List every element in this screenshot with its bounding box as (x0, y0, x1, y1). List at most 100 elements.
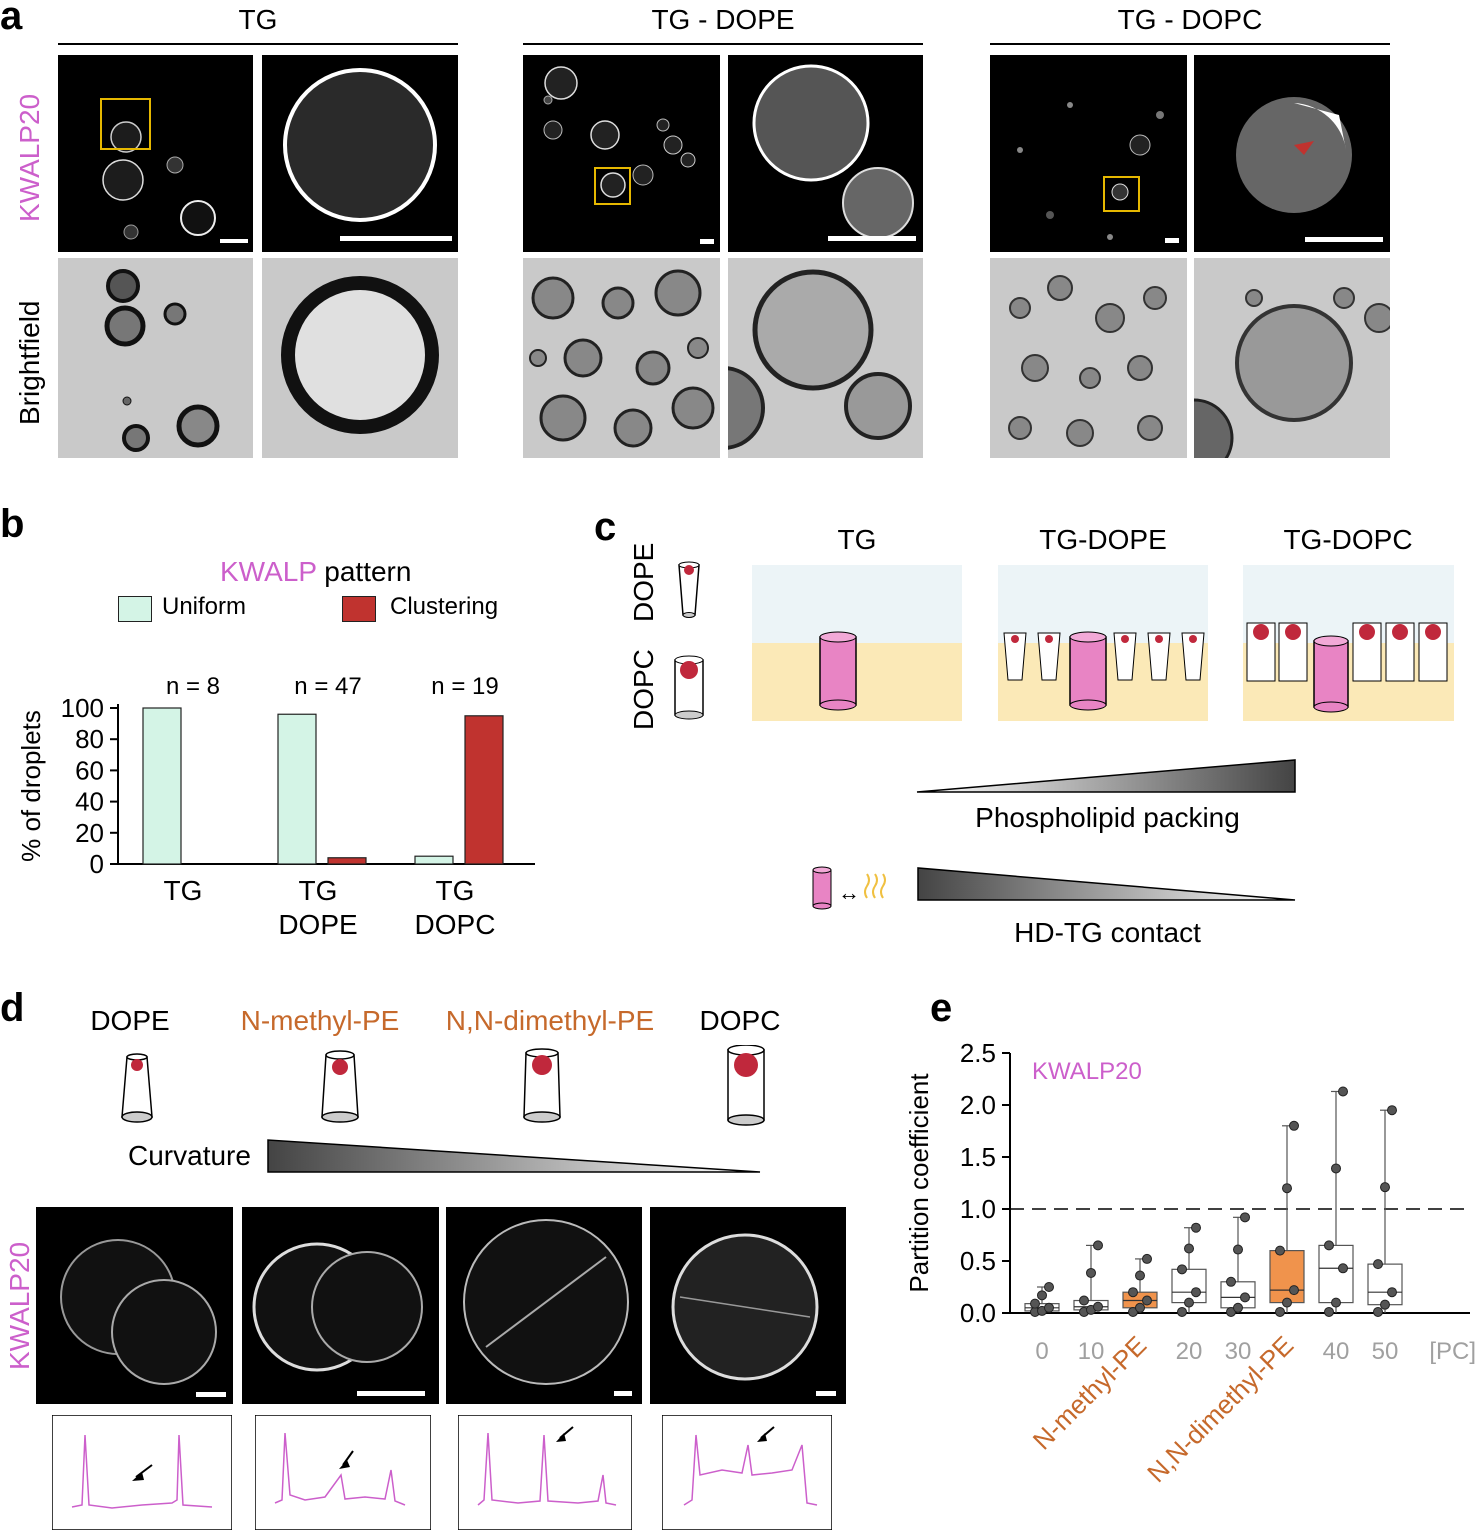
data-point (1282, 1183, 1292, 1194)
legend-label-clustering: Clustering (390, 593, 499, 620)
gradient-label-packing: Phospholipid packing (975, 802, 1240, 833)
chart-title-rest: pattern (324, 556, 412, 587)
bar-uniform (142, 707, 182, 865)
data-point (1233, 1302, 1243, 1313)
y-tick-label: 1.0 (960, 1194, 996, 1224)
dopc-lipid-icon (674, 655, 704, 720)
gradient-label-contact: HD-TG contact (1014, 917, 1201, 948)
y-tick-label: 60 (75, 755, 104, 785)
data-point (1240, 1292, 1250, 1303)
y-tick-label: 2.0 (960, 1090, 996, 1120)
bar-clustering (464, 715, 504, 865)
box (1318, 1244, 1354, 1304)
arrow-symbol: ↔ (838, 880, 860, 905)
panel-label-a: a (0, 0, 23, 38)
micrograph-tg-dopc-fluorescence (990, 55, 1187, 252)
y-tick-label: 0 (90, 849, 104, 879)
micrograph-tg-dope-zoom (728, 55, 923, 252)
intensity-profile-n-methyl-pe (255, 1415, 431, 1530)
hd-tg-contact-icon (812, 866, 886, 910)
x-tick-label: 50 (1372, 1338, 1399, 1365)
data-point (1142, 1253, 1152, 1264)
micrograph-tg-dope-fluorescence (523, 55, 720, 252)
micrograph-dopc-d (650, 1207, 846, 1404)
data-point (1177, 1306, 1187, 1317)
dopc-shape-icon (727, 1045, 765, 1126)
y-tick-label: 80 (75, 724, 104, 754)
micrograph-tg-fluorescence (58, 55, 253, 252)
dope-lipid-icon (678, 561, 700, 618)
nn-dimethyl-pe-shape-icon (523, 1048, 561, 1123)
data-point (1135, 1270, 1145, 1281)
box-chart: 0.0 0.5 1.0 1.5 2.0 2.5 Partition coefficient K… (904, 1038, 1476, 1488)
y-tick-label: 0.0 (960, 1298, 996, 1328)
schematic-tg-dope (998, 565, 1208, 721)
data-point (1233, 1244, 1243, 1255)
micrograph-tg-zoom (262, 55, 458, 252)
data-point (1037, 1290, 1047, 1301)
data-point (1373, 1259, 1383, 1270)
y-axis-label: Partition coefficient (904, 1073, 934, 1293)
lipid-shape-icons (121, 1045, 765, 1126)
bar-uniform (277, 713, 317, 865)
brightfield-tg-zoom (262, 258, 458, 458)
n-label: n = 19 (431, 673, 498, 700)
x-tick-label: 10 (1078, 1338, 1105, 1365)
x-tick-label: 30 (1225, 1338, 1252, 1365)
row-label-kwalp20-d: KWALP20 (4, 1241, 35, 1370)
y-tick-label: 2.5 (960, 1038, 996, 1068)
n-label: n = 8 (166, 673, 220, 700)
data-point (1275, 1306, 1285, 1317)
condition-title-tg: TG (238, 4, 278, 35)
micrograph-n-methyl-pe (242, 1207, 439, 1404)
brightfield-tg-dopc-zoom (1194, 258, 1390, 458)
row-label-brightfield: Brightfield (14, 300, 45, 425)
x-tick-label: 0 (1035, 1338, 1048, 1365)
brightfield-tg (58, 258, 253, 458)
intensity-profile-dope (52, 1415, 232, 1530)
lipid-label-dopc: DOPC (628, 649, 659, 730)
data-point (1289, 1120, 1299, 1131)
lipid-name-dopc: DOPC (699, 1005, 781, 1036)
title-rule (58, 43, 458, 45)
data-point (1380, 1182, 1390, 1193)
intensity-profile-dopc (662, 1415, 832, 1530)
data-point (1373, 1306, 1383, 1317)
bar-clustering (327, 857, 367, 865)
data-point (1044, 1302, 1054, 1313)
data-point (1142, 1295, 1152, 1306)
data-point (1380, 1299, 1390, 1310)
data-point (1275, 1245, 1285, 1256)
title-rule (990, 43, 1390, 45)
data-point (1079, 1295, 1089, 1306)
dope-shape-icon (121, 1053, 153, 1123)
legend-label-uniform: Uniform (162, 593, 247, 620)
curvature-label: Curvature (128, 1140, 251, 1171)
y-tick-label: 100 (61, 693, 104, 723)
data-point (1289, 1285, 1299, 1296)
data-point (1226, 1276, 1236, 1287)
data-point (1184, 1243, 1194, 1254)
c-condition-tg-dope: TG-DOPE (1039, 524, 1167, 555)
box (1220, 1281, 1256, 1309)
data-point (1030, 1298, 1040, 1309)
intensity-profile-nn-dimethyl-pe (458, 1415, 632, 1530)
x-tick-label: 40 (1323, 1338, 1350, 1365)
data-point (1135, 1302, 1145, 1313)
x-unit-label: [PC] (1429, 1338, 1476, 1365)
brightfield-tg-dopc (990, 258, 1187, 458)
legend-swatch-uniform (118, 596, 152, 622)
data-point (1184, 1297, 1194, 1308)
brightfield-tg-dope-zoom (728, 258, 923, 458)
curvature-gradient-wedge (267, 1139, 761, 1173)
box (1367, 1263, 1403, 1306)
lipid-name-n-methyl-pe: N-methyl-PE (240, 1005, 400, 1036)
data-point (1128, 1287, 1138, 1298)
lipid-name-dope: DOPE (90, 1005, 170, 1036)
data-point (1086, 1267, 1096, 1278)
data-point (1331, 1163, 1341, 1174)
schematic-tg-dopc (1243, 565, 1454, 721)
bar-uniform (414, 855, 454, 865)
brightfield-tg-dope (523, 258, 720, 458)
data-point (1093, 1301, 1103, 1312)
